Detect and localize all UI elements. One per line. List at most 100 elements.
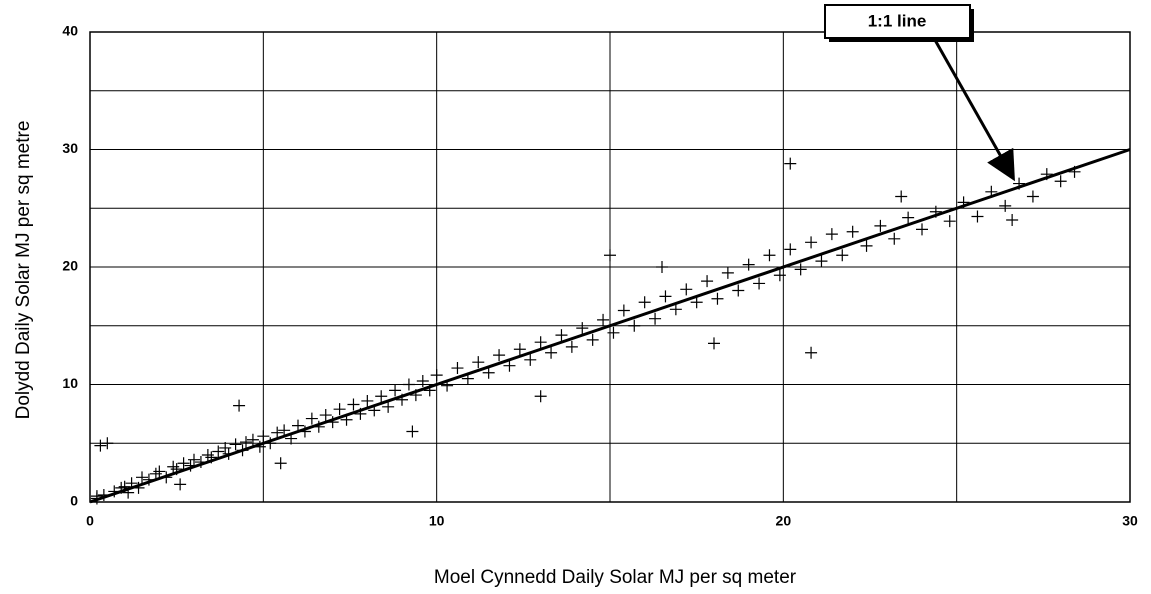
point bbox=[153, 465, 166, 478]
point bbox=[943, 215, 956, 228]
point bbox=[607, 326, 620, 339]
y-tick-label: 20 bbox=[62, 258, 78, 274]
point bbox=[482, 366, 495, 379]
point bbox=[430, 369, 443, 382]
point bbox=[860, 239, 873, 252]
point bbox=[999, 199, 1012, 212]
point bbox=[229, 438, 242, 451]
point bbox=[784, 243, 797, 256]
point bbox=[513, 343, 526, 356]
y-tick-label: 0 bbox=[70, 493, 78, 509]
point bbox=[763, 249, 776, 262]
point bbox=[617, 304, 630, 317]
point bbox=[545, 346, 558, 359]
point bbox=[534, 336, 547, 349]
point bbox=[794, 263, 807, 276]
point bbox=[656, 261, 668, 273]
point bbox=[1054, 175, 1067, 188]
point bbox=[389, 384, 402, 397]
annotation-arrow bbox=[933, 39, 1015, 182]
x-tick-label: 20 bbox=[776, 513, 792, 529]
point bbox=[895, 190, 908, 203]
point bbox=[278, 424, 291, 437]
point bbox=[708, 337, 720, 350]
y-axis-label: Dolydd Daily Solar MJ per sq metre bbox=[13, 121, 34, 420]
point bbox=[305, 412, 318, 425]
y-tick-label: 40 bbox=[62, 23, 78, 39]
point bbox=[319, 409, 332, 422]
point bbox=[101, 437, 114, 450]
point bbox=[888, 232, 901, 245]
point bbox=[94, 439, 107, 452]
point bbox=[233, 399, 246, 412]
point bbox=[732, 284, 745, 297]
point bbox=[836, 249, 849, 262]
annotation: 1:1 line bbox=[868, 11, 927, 30]
point bbox=[659, 290, 672, 303]
point bbox=[753, 277, 766, 290]
point bbox=[773, 269, 786, 282]
point bbox=[555, 329, 568, 342]
annotation-box bbox=[824, 4, 971, 39]
point bbox=[565, 340, 578, 353]
point bbox=[916, 223, 928, 236]
point bbox=[503, 359, 516, 372]
y-tick-label: 30 bbox=[62, 140, 78, 156]
point bbox=[472, 356, 485, 369]
x-tick-label: 30 bbox=[1122, 513, 1138, 529]
point bbox=[524, 353, 537, 366]
point bbox=[846, 225, 859, 238]
point bbox=[874, 219, 887, 232]
point bbox=[177, 457, 190, 470]
reference-line bbox=[89, 148, 1131, 504]
point bbox=[971, 210, 984, 223]
point bbox=[451, 362, 464, 375]
point bbox=[257, 430, 270, 443]
point bbox=[1006, 214, 1019, 226]
point bbox=[742, 258, 755, 271]
point bbox=[805, 236, 818, 249]
point bbox=[586, 333, 599, 346]
point bbox=[274, 457, 287, 470]
point bbox=[493, 349, 506, 362]
point bbox=[416, 374, 429, 387]
point bbox=[604, 249, 616, 262]
point bbox=[669, 303, 682, 316]
point bbox=[333, 403, 346, 416]
point bbox=[188, 453, 200, 466]
point bbox=[815, 255, 828, 268]
point bbox=[406, 425, 419, 438]
point bbox=[638, 296, 651, 309]
point bbox=[271, 426, 284, 439]
point bbox=[347, 398, 360, 411]
point bbox=[628, 319, 641, 332]
point bbox=[246, 433, 259, 446]
point bbox=[649, 312, 662, 325]
point bbox=[902, 211, 915, 224]
point bbox=[711, 292, 724, 305]
point bbox=[805, 346, 818, 359]
point bbox=[136, 471, 148, 484]
x-axis-label: Moel Cynnedd Daily Solar MJ per sq meter bbox=[434, 567, 797, 588]
point bbox=[240, 436, 252, 449]
point bbox=[534, 390, 547, 403]
point bbox=[292, 419, 304, 432]
point bbox=[784, 157, 797, 170]
point bbox=[382, 400, 395, 413]
point bbox=[375, 390, 388, 403]
point bbox=[174, 478, 187, 491]
point bbox=[825, 228, 838, 241]
point bbox=[721, 266, 734, 279]
point bbox=[701, 275, 714, 288]
x-tick-label: 0 bbox=[86, 513, 94, 529]
point bbox=[597, 313, 610, 326]
point bbox=[402, 378, 415, 391]
point bbox=[361, 394, 374, 407]
point bbox=[680, 283, 693, 296]
x-tick-label: 10 bbox=[429, 513, 445, 529]
point bbox=[690, 296, 703, 309]
point bbox=[576, 322, 589, 335]
y-tick-label: 10 bbox=[62, 375, 78, 391]
point bbox=[212, 445, 225, 458]
